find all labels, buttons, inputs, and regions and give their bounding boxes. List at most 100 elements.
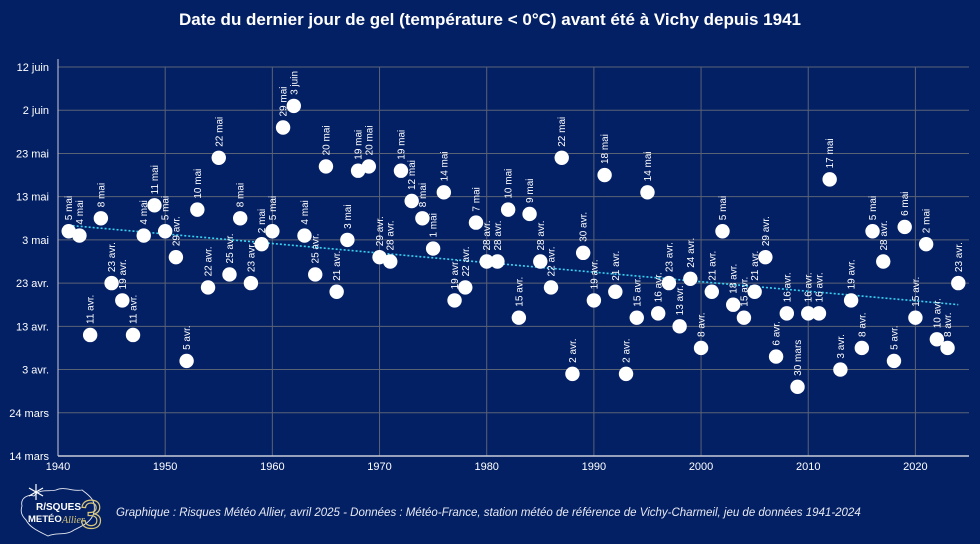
data-label: 10 mai xyxy=(193,169,204,199)
data-label: 29 avr. xyxy=(375,216,386,246)
data-label: 16 avr. xyxy=(782,272,793,302)
data-label: 11 avr. xyxy=(86,295,97,324)
data-point xyxy=(929,332,945,347)
data-point xyxy=(672,319,687,334)
data-label: 1 mai xyxy=(429,213,440,237)
data-point xyxy=(554,150,569,165)
data-point xyxy=(115,293,130,308)
data-points xyxy=(61,98,966,395)
data-label: 21 avr. xyxy=(332,251,343,281)
data-point xyxy=(104,275,119,291)
data-point xyxy=(393,163,409,178)
data-point xyxy=(886,353,902,369)
data-label: 19 mai xyxy=(354,130,365,160)
data-point xyxy=(565,366,580,382)
data-label: 3 mai xyxy=(343,204,354,228)
data-label: 28 avr. xyxy=(536,220,547,250)
data-point xyxy=(908,310,923,325)
data-point xyxy=(940,340,955,356)
snowflake-icon xyxy=(28,484,44,500)
data-label: 4 mai xyxy=(75,200,86,224)
data-label: 22 mai xyxy=(557,117,568,147)
data-point xyxy=(629,310,644,325)
data-label: 28 avr. xyxy=(879,220,890,250)
data-label: 24 avr. xyxy=(686,238,697,268)
data-label: 8 mai xyxy=(236,183,247,207)
data-point xyxy=(233,211,248,226)
data-point xyxy=(125,327,141,343)
data-point xyxy=(82,327,98,343)
data-label: 8 mai xyxy=(96,183,107,207)
data-point xyxy=(136,228,151,243)
data-label: 23 avr. xyxy=(246,242,257,272)
data-point xyxy=(243,275,259,291)
data-label: 22 avr. xyxy=(204,246,215,276)
data-label: 21 avr. xyxy=(707,251,718,281)
data-label: 13 avr. xyxy=(675,285,686,315)
data-point xyxy=(72,228,87,243)
data-label: 25 avr. xyxy=(225,233,236,263)
data-label: 8 avr. xyxy=(943,312,954,336)
data-label: 9 mai xyxy=(525,179,536,203)
data-label: 14 mai xyxy=(439,151,450,181)
data-point xyxy=(640,185,655,200)
data-label: 18 avr. xyxy=(729,264,740,294)
data-label: 28 avr. xyxy=(482,220,493,250)
data-label: 10 mai xyxy=(504,169,515,199)
data-point xyxy=(179,353,194,369)
x-tick-label: 1990 xyxy=(582,461,606,473)
allier-map-outline xyxy=(20,488,95,537)
data-point xyxy=(876,254,891,269)
data-point xyxy=(168,249,184,265)
chart-title: Date du dernier jour de gel (température… xyxy=(178,10,801,29)
data-point xyxy=(704,284,719,299)
data-label: 22 avr. xyxy=(547,246,558,276)
data-point xyxy=(758,249,773,265)
data-label: 16 avr. xyxy=(654,272,665,302)
data-point xyxy=(490,254,505,269)
data-point xyxy=(468,215,484,230)
x-axis-ticks: 1940 1950 1960 1970 1980 1990 2000 2010 2020 xyxy=(46,461,928,473)
data-point xyxy=(801,306,816,321)
data-point xyxy=(618,366,634,382)
data-label: 5 mai xyxy=(868,196,879,220)
data-label: 11 avr. xyxy=(129,295,140,324)
data-label: 19 mai xyxy=(396,130,407,160)
data-point xyxy=(286,98,301,114)
data-label: 17 mai xyxy=(825,138,836,168)
data-label: 20 mai xyxy=(321,125,332,155)
data-label: 8 mai xyxy=(418,183,429,207)
data-point xyxy=(93,211,109,226)
data-point xyxy=(897,219,912,235)
data-label: 21 avr. xyxy=(611,251,622,281)
x-tick-label: 2020 xyxy=(903,461,927,473)
logo-line1: R/SQUES xyxy=(36,502,81,513)
data-label: 5 mai xyxy=(64,196,75,220)
data-point xyxy=(254,237,269,252)
data-point xyxy=(157,224,173,239)
data-label: 10 avr. xyxy=(932,298,943,328)
data-point xyxy=(436,185,452,200)
data-point xyxy=(383,254,398,269)
data-label: 3 avr. xyxy=(836,334,847,358)
data-label: 22 mai xyxy=(214,117,225,147)
data-label: 7 mai xyxy=(471,187,482,211)
data-point xyxy=(511,310,527,325)
data-label: 15 avr. xyxy=(739,277,750,307)
data-point xyxy=(543,280,559,295)
data-label: 19 avr. xyxy=(589,259,600,289)
data-point xyxy=(608,284,623,299)
data-point xyxy=(661,275,677,291)
data-label: 19 avr. xyxy=(450,259,461,289)
x-tick-label: 1940 xyxy=(46,461,70,473)
data-label: 29 avr. xyxy=(171,216,182,246)
logo-numeral: 3 xyxy=(80,493,102,537)
data-label: 30 mars xyxy=(793,340,804,376)
x-tick-label: 1960 xyxy=(260,461,284,473)
data-label: 11 mai xyxy=(150,165,161,194)
data-label: 5 mai xyxy=(161,196,172,220)
data-point xyxy=(768,349,784,364)
data-point xyxy=(329,284,344,299)
data-label: 3 juin xyxy=(289,71,300,95)
